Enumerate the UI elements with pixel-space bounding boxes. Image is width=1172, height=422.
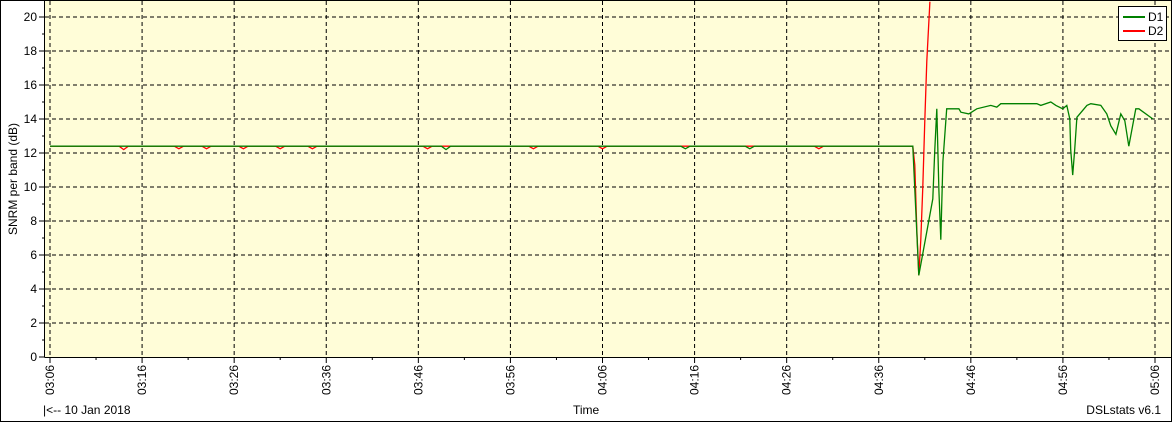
series-line-d1 <box>50 101 1154 276</box>
x-tick-label: 03:36 <box>319 365 333 395</box>
x-tick-label: 04:26 <box>780 365 794 395</box>
legend-label-d1: D1 <box>1148 10 1164 24</box>
x-tick-label: 03:06 <box>43 365 57 395</box>
legend-label-d2: D2 <box>1148 24 1164 38</box>
x-tick-label: 04:56 <box>1056 365 1070 395</box>
x-tick-label: 04:46 <box>964 365 978 395</box>
x-tick-label: 03:16 <box>135 365 149 395</box>
y-tick-label: 2 <box>30 316 37 330</box>
plot-area <box>45 1 1171 357</box>
y-tick-label: 4 <box>30 282 37 296</box>
y-tick-label: 0 <box>30 350 37 364</box>
x-tick-label: 04:06 <box>596 365 610 395</box>
x-tick-label: 03:46 <box>411 365 425 395</box>
date-nav-link[interactable]: |<-- 10 Jan 2018 <box>43 403 131 417</box>
x-tick-label: 05:06 <box>1148 365 1162 395</box>
y-axis-title: SNRM per band (dB) <box>6 123 20 235</box>
y-tick-label: 8 <box>30 214 37 228</box>
legend-box <box>1118 6 1167 41</box>
y-tick-label: 16 <box>24 78 38 92</box>
y-tick-label: 12 <box>24 146 38 160</box>
x-tick-label: 04:16 <box>688 365 702 395</box>
x-tick-label: 03:26 <box>227 365 241 395</box>
x-tick-label: 04:36 <box>872 365 886 395</box>
app-version: DSLstats v6.1 <box>1086 403 1161 417</box>
x-axis-title: Time <box>573 403 600 417</box>
x-tick-label: 03:56 <box>503 365 517 395</box>
y-tick-label: 6 <box>30 248 37 262</box>
y-tick-label: 18 <box>24 44 38 58</box>
y-tick-label: 14 <box>24 112 38 126</box>
y-tick-label: 20 <box>24 10 38 24</box>
y-tick-label: 10 <box>24 180 38 194</box>
